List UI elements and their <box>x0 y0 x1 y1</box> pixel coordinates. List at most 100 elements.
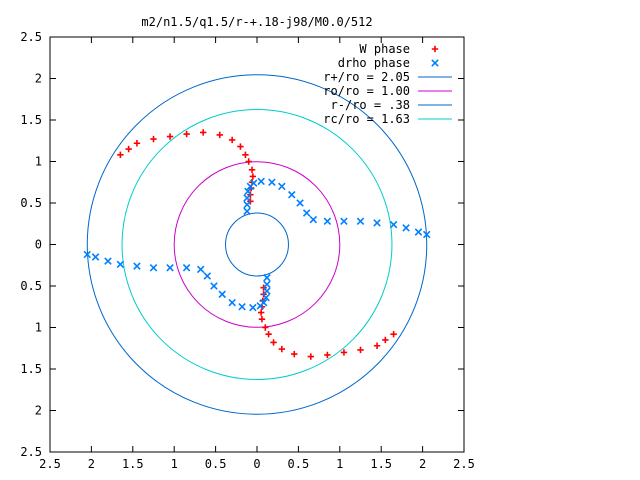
reference-circle <box>173 161 341 328</box>
drho-phase-point <box>228 298 236 307</box>
drho-phase-point <box>340 217 348 226</box>
x-tick-label: 1 <box>336 457 343 471</box>
drho-phase-point <box>149 263 158 272</box>
drho-phase-point <box>262 293 270 302</box>
w-phase-point <box>133 140 141 147</box>
drho-phase-point <box>210 282 218 290</box>
w-phase-point <box>183 130 190 138</box>
y-tick-label: 2.5 <box>20 445 42 459</box>
w-phase-point <box>260 284 267 291</box>
reference-circles <box>86 74 428 415</box>
drho-phase-point <box>402 224 410 232</box>
w-phase-point <box>247 198 254 205</box>
w-phase-point <box>270 339 277 346</box>
drho-phase-point <box>182 263 191 272</box>
legend-cross-symbol <box>431 59 439 67</box>
legend-label: r+/ro = 2.05 <box>323 70 410 84</box>
x-tick-label: 1.5 <box>370 457 392 471</box>
x-tick-label: 2.5 <box>39 457 61 471</box>
drho-phase-point <box>91 253 100 261</box>
drho-phase-point <box>323 217 332 226</box>
w-phase-point <box>125 145 132 153</box>
w-phase-point <box>245 158 252 165</box>
legend-label: rc/ro = 1.63 <box>323 112 410 126</box>
drho-phase-point <box>166 263 174 272</box>
x-tick-label: 2.5 <box>453 457 475 471</box>
drho-phase-point <box>218 290 226 299</box>
w-phase-point <box>265 330 272 338</box>
w-phase-point <box>291 350 298 358</box>
y-tick-label: 2 <box>35 72 42 86</box>
w-phase-point <box>340 349 348 356</box>
w-phase-point <box>249 173 257 180</box>
x-tick-label: 1 <box>171 457 178 471</box>
drho-phase-point <box>389 220 398 229</box>
x-tick-label: 2 <box>88 457 95 471</box>
y-tick-label: 0 <box>35 238 42 252</box>
drho-phase-point <box>243 194 251 202</box>
w-phase-point <box>248 166 256 173</box>
y-tick-label: 1.5 <box>20 362 42 376</box>
drho-phase-point <box>263 273 271 282</box>
w-phase-point <box>258 316 266 323</box>
legend-label: ro/ro = 1.00 <box>323 84 410 98</box>
w-phase-point <box>228 136 236 144</box>
x-tick-label: 2 <box>419 457 426 471</box>
reference-circle <box>121 109 393 380</box>
drho-phase-point <box>133 262 141 270</box>
y-tick-label: 1 <box>35 155 42 169</box>
drho-phase-point <box>196 265 205 274</box>
x-tick-label: 0.5 <box>288 457 310 471</box>
reference-circle <box>225 212 289 277</box>
drho-phase-point <box>309 215 318 224</box>
drho-phase-point <box>243 207 251 216</box>
w-phase-point <box>307 353 315 360</box>
x-tick-label: 0.5 <box>205 457 227 471</box>
data-points <box>83 129 431 360</box>
axis-ticks: 2.5 2 1.5 1 0.5 0 0.5 1 1.5 2 2.52.521.510.500.511… <box>20 30 475 471</box>
legend-plus-symbol <box>431 45 439 53</box>
drho-phase-point <box>302 209 311 217</box>
w-phase-point <box>390 330 397 338</box>
drho-phase-point <box>263 280 271 289</box>
x-tick-label: 1.5 <box>122 457 144 471</box>
drho-phase-point <box>422 230 431 239</box>
drho-phase-point <box>263 287 271 295</box>
w-phase-point <box>117 151 124 159</box>
drho-phase-point <box>414 228 423 236</box>
drho-phase-point <box>257 177 265 186</box>
w-phase-point <box>278 345 286 353</box>
drho-phase-point <box>268 178 276 187</box>
w-phase-point <box>382 336 389 344</box>
drho-phase-point <box>104 257 112 265</box>
w-phase-point <box>199 129 207 136</box>
drho-phase-point <box>244 187 252 196</box>
drho-phase-point <box>83 250 92 259</box>
chart-title: m2/n1.5/q1.5/r-+.18-j98/M0.0/512 <box>141 15 372 29</box>
y-tick-label: 2 <box>35 404 42 418</box>
legend-label: W phase <box>359 42 410 56</box>
x-tick-label: 0 <box>253 457 260 471</box>
y-tick-label: 0.5 <box>20 196 42 210</box>
w-phase-point <box>242 151 249 159</box>
w-phase-point <box>257 309 265 316</box>
w-phase-point <box>237 143 244 150</box>
y-tick-label: 0.5 <box>20 279 42 293</box>
y-tick-label: 1.5 <box>20 113 42 127</box>
drho-phase-point <box>356 217 365 226</box>
w-phase-point <box>324 351 331 359</box>
drho-phase-point <box>249 303 257 312</box>
drho-phase-point <box>203 272 212 280</box>
w-phase-point <box>262 324 269 331</box>
drho-phase-point <box>288 190 296 199</box>
drho-phase-point <box>256 302 265 310</box>
drho-phase-point <box>278 182 286 191</box>
drho-phase-point <box>238 302 246 311</box>
drho-phase-point <box>296 199 304 207</box>
y-tick-label: 2.5 <box>20 30 42 44</box>
y-tick-label: 1 <box>35 321 42 335</box>
legend-label: r-/ro = .38 <box>331 98 410 112</box>
drho-phase-point <box>116 260 125 269</box>
